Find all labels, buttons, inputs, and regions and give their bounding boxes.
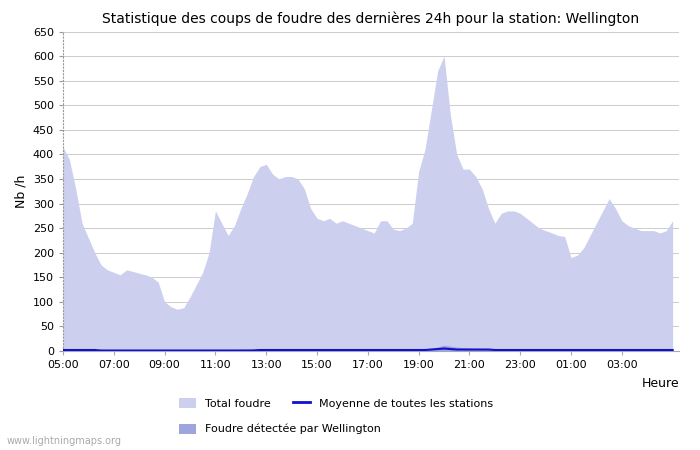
Legend: Foudre détectée par Wellington: Foudre détectée par Wellington bbox=[179, 423, 381, 434]
Text: www.lightningmaps.org: www.lightningmaps.org bbox=[7, 436, 122, 446]
Y-axis label: Nb /h: Nb /h bbox=[14, 175, 27, 208]
Text: Heure: Heure bbox=[641, 377, 679, 390]
Title: Statistique des coups de foudre des dernières 24h pour la station: Wellington: Statistique des coups de foudre des dern… bbox=[102, 12, 640, 26]
